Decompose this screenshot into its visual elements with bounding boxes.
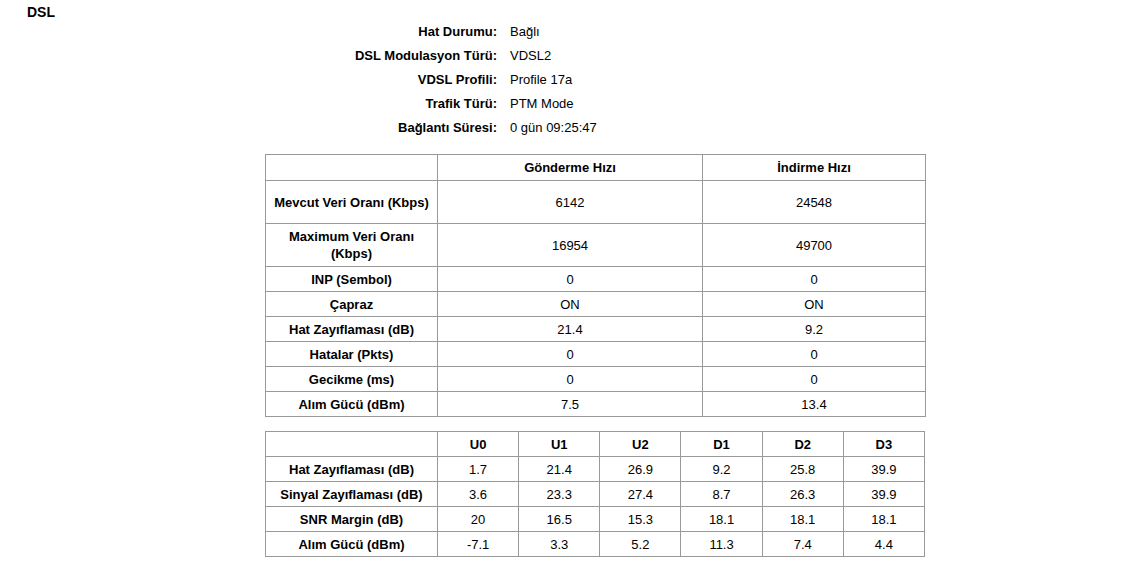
row-label: Hat Zayıflaması (dB) xyxy=(266,317,438,342)
table-row: INP (Sembol) 0 0 xyxy=(266,267,926,292)
info-value: Profile 17a xyxy=(510,72,572,87)
band-table: U0 U1 U2 D1 D2 D3 Hat Zayıflaması (dB) 1… xyxy=(265,431,925,557)
rate-table-header-upstream: Gönderme Hızı xyxy=(438,155,703,181)
cell-value: -7.1 xyxy=(438,532,519,557)
cell-value: 25.8 xyxy=(762,457,843,482)
table-row: Hatalar (Pkts) 0 0 xyxy=(266,342,926,367)
rate-table: Gönderme Hızı İndirme Hızı Mevcut Veri O… xyxy=(265,154,926,417)
band-table-header-u1: U1 xyxy=(519,432,600,457)
info-value: VDSL2 xyxy=(510,48,551,63)
cell-value: 9.2 xyxy=(681,457,762,482)
cell-value: 6142 xyxy=(438,181,703,224)
info-label: DSL Modulasyon Türü: xyxy=(0,48,497,63)
row-label: Sinyal Zayıflaması (dB) xyxy=(266,482,438,507)
cell-value: 26.3 xyxy=(762,482,843,507)
table-row: Hat Zayıflaması (dB) 21.4 9.2 xyxy=(266,317,926,342)
info-label: VDSL Profili: xyxy=(0,72,497,87)
dsl-status-page: DSL Hat Durumu: Bağlı DSL Modulasyon Tür… xyxy=(0,0,1147,563)
cell-value: 16.5 xyxy=(519,507,600,532)
cell-value: 13.4 xyxy=(703,392,926,417)
cell-value: 4.4 xyxy=(843,532,924,557)
row-label: Alım Gücü (dBm) xyxy=(266,392,438,417)
cell-value: 0 xyxy=(438,267,703,292)
info-row-line-status: Hat Durumu: Bağlı xyxy=(0,19,1147,43)
cell-value: 24548 xyxy=(703,181,926,224)
cell-value: 20 xyxy=(438,507,519,532)
cell-value: 1.7 xyxy=(438,457,519,482)
cell-value: 0 xyxy=(703,267,926,292)
rate-table-header-downstream: İndirme Hızı xyxy=(703,155,926,181)
cell-value: 49700 xyxy=(703,224,926,267)
band-table-header-d1: D1 xyxy=(681,432,762,457)
info-row-traffic-type: Trafik Türü: PTM Mode xyxy=(0,91,1147,115)
rate-table-header-row: Gönderme Hızı İndirme Hızı xyxy=(266,155,926,181)
band-table-header-row: U0 U1 U2 D1 D2 D3 xyxy=(266,432,925,457)
cell-value: 26.9 xyxy=(600,457,681,482)
cell-value: 21.4 xyxy=(438,317,703,342)
page-title: DSL xyxy=(27,4,55,20)
cell-value: 0 xyxy=(438,342,703,367)
info-row-vdsl-profile: VDSL Profili: Profile 17a xyxy=(0,67,1147,91)
table-row: SNR Margin (dB) 20 16.5 15.3 18.1 18.1 1… xyxy=(266,507,925,532)
info-row-uptime: Bağlantı Süresi: 0 gün 09:25:47 xyxy=(0,115,1147,139)
row-label: Çapraz xyxy=(266,292,438,317)
info-label: Hat Durumu: xyxy=(0,24,497,39)
cell-value: ON xyxy=(438,292,703,317)
table-row: Alım Gücü (dBm) -7.1 3.3 5.2 11.3 7.4 4.… xyxy=(266,532,925,557)
cell-value: 3.6 xyxy=(438,482,519,507)
cell-value: 5.2 xyxy=(600,532,681,557)
band-table-header-u0: U0 xyxy=(438,432,519,457)
cell-value: 39.9 xyxy=(843,457,924,482)
cell-value: 18.1 xyxy=(762,507,843,532)
cell-value: 23.3 xyxy=(519,482,600,507)
cell-value: 11.3 xyxy=(681,532,762,557)
table-row: Çapraz ON ON xyxy=(266,292,926,317)
table-row: Gecikme (ms) 0 0 xyxy=(266,367,926,392)
cell-value: 9.2 xyxy=(703,317,926,342)
info-value: PTM Mode xyxy=(510,96,574,111)
band-table-header-d2: D2 xyxy=(762,432,843,457)
cell-value: ON xyxy=(703,292,926,317)
row-label: Maximum Veri Oranı (Kbps) xyxy=(266,224,438,267)
band-table-header-d3: D3 xyxy=(843,432,924,457)
cell-value: 0 xyxy=(703,342,926,367)
band-table-header-u2: U2 xyxy=(600,432,681,457)
cell-value: 39.9 xyxy=(843,482,924,507)
info-label: Trafik Türü: xyxy=(0,96,497,111)
row-label: Gecikme (ms) xyxy=(266,367,438,392)
info-value: 0 gün 09:25:47 xyxy=(510,120,597,135)
info-row-modulation: DSL Modulasyon Türü: VDSL2 xyxy=(0,43,1147,67)
cell-value: 7.5 xyxy=(438,392,703,417)
row-label: SNR Margin (dB) xyxy=(266,507,438,532)
cell-value: 21.4 xyxy=(519,457,600,482)
band-table-corner-cell xyxy=(266,432,438,457)
cell-value: 3.3 xyxy=(519,532,600,557)
table-row: Sinyal Zayıflaması (dB) 3.6 23.3 27.4 8.… xyxy=(266,482,925,507)
cell-value: 27.4 xyxy=(600,482,681,507)
cell-value: 18.1 xyxy=(843,507,924,532)
row-label: Alım Gücü (dBm) xyxy=(266,532,438,557)
table-row: Mevcut Veri Oranı (Kbps) 6142 24548 xyxy=(266,181,926,224)
row-label: Hatalar (Pkts) xyxy=(266,342,438,367)
cell-value: 15.3 xyxy=(600,507,681,532)
row-label: Hat Zayıflaması (dB) xyxy=(266,457,438,482)
row-label: Mevcut Veri Oranı (Kbps) xyxy=(266,181,438,224)
cell-value: 18.1 xyxy=(681,507,762,532)
cell-value: 0 xyxy=(703,367,926,392)
info-value: Bağlı xyxy=(510,24,540,39)
table-row: Hat Zayıflaması (dB) 1.7 21.4 26.9 9.2 2… xyxy=(266,457,925,482)
cell-value: 0 xyxy=(438,367,703,392)
table-row: Maximum Veri Oranı (Kbps) 16954 49700 xyxy=(266,224,926,267)
table-row: Alım Gücü (dBm) 7.5 13.4 xyxy=(266,392,926,417)
rate-table-corner-cell xyxy=(266,155,438,181)
cell-value: 16954 xyxy=(438,224,703,267)
row-label: INP (Sembol) xyxy=(266,267,438,292)
cell-value: 8.7 xyxy=(681,482,762,507)
info-label: Bağlantı Süresi: xyxy=(0,120,497,135)
dsl-info-list: Hat Durumu: Bağlı DSL Modulasyon Türü: V… xyxy=(0,19,1147,139)
cell-value: 7.4 xyxy=(762,532,843,557)
